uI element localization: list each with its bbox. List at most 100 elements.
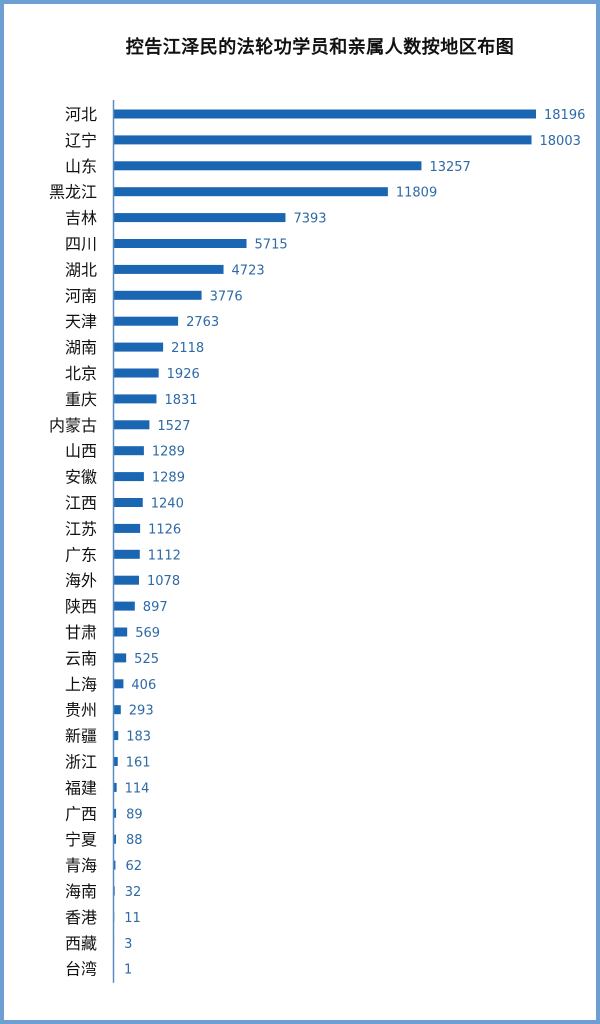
value-label: 11: [124, 911, 141, 926]
category-label: 海外: [65, 571, 97, 590]
value-label: 2763: [186, 315, 219, 330]
value-label: 62: [125, 859, 142, 874]
category-label: 湖南: [65, 338, 97, 357]
category-label: 青海: [65, 856, 97, 875]
bar: [114, 213, 286, 223]
category-label: 安徽: [65, 468, 97, 487]
bar: [114, 472, 144, 482]
category-label: 河北: [65, 105, 97, 124]
value-label: 32: [125, 885, 142, 900]
value-label: 5715: [255, 238, 288, 253]
value-label: 569: [135, 626, 160, 641]
bar: [114, 549, 140, 559]
value-label: 4723: [232, 263, 265, 278]
category-label: 天津: [65, 312, 97, 331]
bar: [114, 498, 143, 507]
value-label: 161: [126, 756, 151, 771]
value-label: 1926: [167, 367, 200, 382]
value-label: 3776: [210, 289, 243, 304]
bar: [114, 368, 159, 378]
category-label: 湖北: [65, 260, 97, 279]
bar: [114, 860, 116, 870]
value-label: 293: [129, 704, 154, 719]
bar: [114, 420, 150, 430]
bar: [114, 135, 532, 145]
bar: [114, 290, 202, 300]
bar: [114, 161, 422, 171]
value-label: 1289: [152, 445, 185, 460]
value-label: 1240: [151, 497, 184, 512]
value-label: 3: [124, 937, 132, 952]
category-label: 黑龙江: [49, 183, 97, 202]
value-label: 1: [124, 963, 132, 978]
value-label: 18196: [544, 108, 585, 123]
category-label: 吉林: [65, 209, 97, 228]
value-label: 89: [126, 807, 143, 822]
bar: [114, 808, 117, 818]
value-label: 525: [134, 652, 159, 667]
category-label: 台湾: [65, 960, 97, 979]
chart-title: 控告江泽民的法轮功学员和亲属人数按地区布图: [125, 37, 515, 58]
category-label: 陕西: [65, 597, 97, 616]
bar: [114, 239, 247, 248]
bar: [114, 109, 536, 119]
value-label: 1126: [148, 522, 181, 537]
category-label: 香港: [65, 908, 97, 927]
bar: [114, 575, 140, 585]
category-label: 海南: [65, 882, 97, 901]
value-label: 7393: [293, 212, 326, 227]
bar: [114, 731, 119, 741]
category-label: 重庆: [65, 390, 97, 409]
bar: [114, 394, 157, 404]
bar: [114, 446, 144, 456]
bar: [114, 523, 141, 533]
bar: [114, 316, 179, 326]
bar: [114, 653, 127, 663]
category-label: 江苏: [65, 519, 97, 538]
value-label: 1831: [164, 393, 197, 408]
category-label: 宁夏: [65, 830, 97, 849]
category-label: 上海: [65, 675, 97, 694]
category-label: 西藏: [65, 934, 97, 953]
bar: [114, 601, 135, 611]
category-label: 北京: [65, 364, 97, 383]
value-label: 88: [126, 833, 143, 848]
value-label: 11809: [396, 186, 437, 201]
bar: [114, 782, 117, 792]
bar: [114, 342, 164, 352]
value-label: 114: [125, 781, 150, 796]
category-label: 河南: [65, 286, 97, 305]
category-label: 江西: [65, 494, 97, 513]
value-label: 1078: [147, 574, 180, 589]
category-label: 内蒙古: [49, 416, 97, 435]
category-label: 云南: [65, 649, 97, 668]
bar: [114, 757, 118, 766]
category-label: 浙江: [65, 753, 97, 772]
category-label: 新疆: [65, 727, 97, 746]
value-label: 18003: [540, 134, 581, 149]
bar: [114, 187, 388, 197]
category-label: 甘肃: [65, 623, 97, 642]
category-label: 广西: [65, 804, 97, 823]
value-label: 897: [143, 600, 168, 615]
category-label: 辽宁: [65, 131, 97, 150]
category-label: 山东: [65, 157, 97, 176]
bar: [114, 834, 117, 844]
bar: [114, 264, 224, 274]
bar: [114, 627, 128, 637]
bar: [114, 886, 115, 896]
bar: [114, 705, 121, 715]
value-label: 183: [126, 730, 151, 745]
value-label: 1112: [148, 548, 181, 563]
value-label: 1289: [152, 471, 185, 486]
category-label: 广东: [65, 545, 97, 564]
category-label: 山西: [65, 442, 97, 461]
value-label: 406: [131, 678, 156, 693]
bar: [114, 679, 124, 689]
category-label: 福建: [65, 778, 97, 797]
category-label: 四川: [65, 235, 97, 254]
value-label: 1527: [157, 419, 190, 434]
category-label: 贵州: [65, 701, 97, 720]
